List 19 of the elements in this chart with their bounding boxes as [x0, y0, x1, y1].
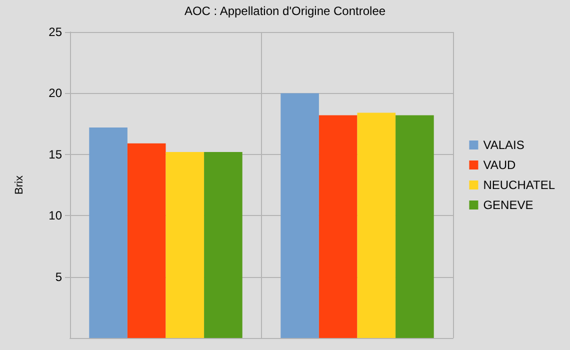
- legend-label: VALAIS: [483, 138, 524, 152]
- legend-label: GENEVE: [483, 198, 534, 212]
- legend-label: VAUD: [483, 158, 516, 172]
- bar: [89, 127, 128, 338]
- bar: [357, 112, 396, 338]
- y-axis-title: Brix: [14, 175, 26, 194]
- y-tick-label: 10: [48, 208, 62, 223]
- bar: [280, 93, 319, 338]
- chart-title: AOC : Appellation d'Origine Controlee: [184, 4, 386, 18]
- y-tick-label: 20: [48, 86, 62, 100]
- bar: [204, 152, 242, 338]
- bar: [166, 152, 204, 338]
- bar: [318, 115, 358, 338]
- y-tick-label: 5: [55, 270, 62, 284]
- bar: [396, 115, 434, 338]
- legend-label: NEUCHATEL: [483, 178, 556, 192]
- y-tick-label: 15: [48, 147, 62, 162]
- y-tick-label: 25: [48, 25, 62, 39]
- bar: [127, 143, 166, 338]
